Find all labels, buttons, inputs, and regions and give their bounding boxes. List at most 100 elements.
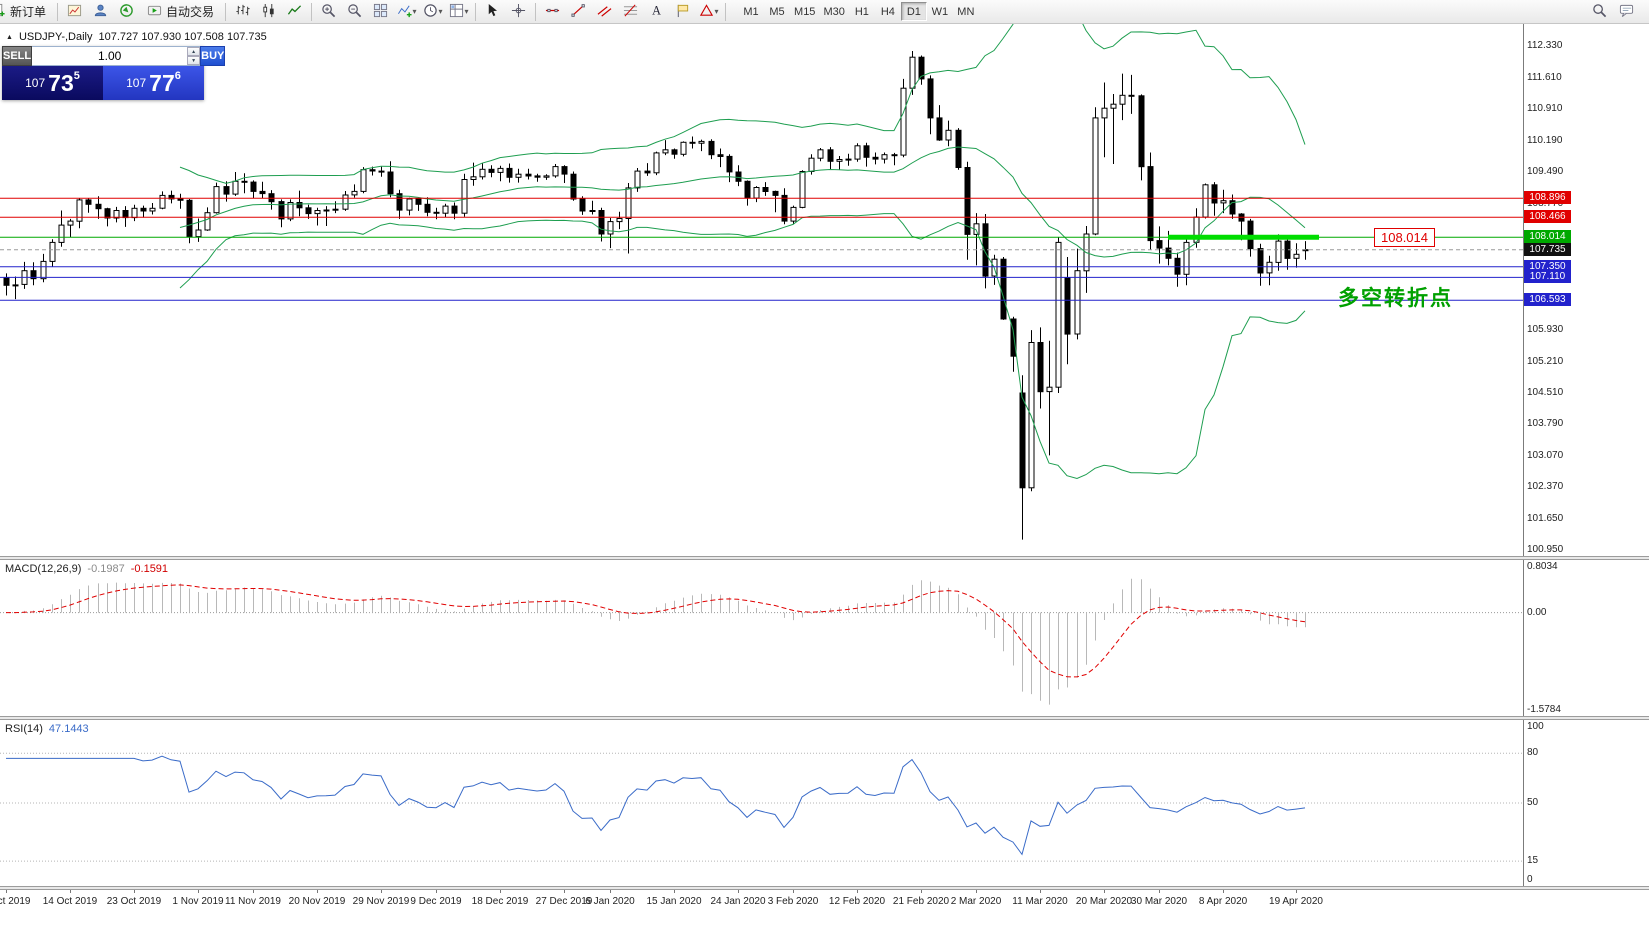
price-axis-tick: 103.790 xyxy=(1527,418,1564,429)
date-tick-mark xyxy=(198,890,199,893)
rsi-name: RSI(14) xyxy=(5,723,43,735)
date-label: 6 Jan 2020 xyxy=(585,896,635,907)
navigator-button[interactable] xyxy=(114,2,139,22)
date-tick-mark xyxy=(317,890,318,893)
date-tick-mark xyxy=(564,890,565,893)
date-label: 24 Jan 2020 xyxy=(710,896,766,907)
price-level-tag[interactable]: 108.014 xyxy=(1374,228,1435,247)
autotrading-button[interactable]: 自动交易 xyxy=(140,2,221,22)
timeframe-H1[interactable]: H1 xyxy=(849,2,875,21)
timeframe-M30[interactable]: M30 xyxy=(819,2,848,21)
price-axis-tick: 0.8034 xyxy=(1527,561,1558,572)
templates-button[interactable]: ▾ xyxy=(446,2,471,22)
toolbar-right-group xyxy=(1587,2,1645,22)
chart-area[interactable]: ▲ USDJPY-,Daily 107.727 107.930 107.508 … xyxy=(0,24,1649,949)
date-label: 11 Mar 2020 xyxy=(1012,896,1068,907)
price-axis-tick: 109.490 xyxy=(1527,166,1564,177)
buy-price-panel[interactable]: 107 77 6 xyxy=(103,66,204,100)
price-axis-tick: -1.5784 xyxy=(1527,704,1561,715)
timeframe-M1[interactable]: M1 xyxy=(738,2,764,21)
volume-down-button[interactable]: ▼ xyxy=(187,56,201,65)
shapes-icon xyxy=(699,3,714,21)
periods-button[interactable]: ▾ xyxy=(420,2,445,22)
horizontal-line-button[interactable] xyxy=(540,2,565,22)
autotrading-label: 自动交易 xyxy=(166,5,215,19)
sell-price-panel[interactable]: 107 73 5 xyxy=(2,66,103,100)
date-label: 14 Oct 2019 xyxy=(42,896,98,907)
templates-icon xyxy=(449,3,464,21)
volume-up-button[interactable]: ▲ xyxy=(187,47,201,56)
macd-name: MACD(12,26,9) xyxy=(5,563,82,575)
macd-indicator-label: MACD(12,26,9) -0.1987 -0.1591 xyxy=(5,563,168,575)
volume-input[interactable] xyxy=(32,47,188,65)
indicators-button[interactable]: ▾ xyxy=(394,2,419,22)
rsi-canvas[interactable] xyxy=(0,720,1523,886)
horizontal-line-icon xyxy=(545,3,560,21)
toolbar-separator xyxy=(311,2,313,21)
date-label: 9 Dec 2019 xyxy=(410,896,462,907)
timeframe-MN[interactable]: MN xyxy=(953,2,979,21)
channel-button[interactable] xyxy=(592,2,617,22)
macd-canvas[interactable] xyxy=(0,560,1523,716)
date-label: 20 Mar 2020 xyxy=(1075,896,1133,907)
timeframe-group: M1 M5 M15 M30 H1 H4 D1 W1 MN xyxy=(738,2,979,21)
zoom-out-button[interactable] xyxy=(342,2,367,22)
indicators-icon xyxy=(397,3,412,21)
date-tick-mark xyxy=(857,890,858,893)
date-tick-mark xyxy=(6,890,7,893)
date-tick-mark xyxy=(738,890,739,893)
turning-point-note[interactable]: 多空转折点 xyxy=(1338,287,1453,310)
chevron-down-icon: ▾ xyxy=(714,7,719,16)
zoom-in-button[interactable] xyxy=(316,2,341,22)
buy-button[interactable]: BUY xyxy=(200,46,226,66)
price-axis-tick: 105.930 xyxy=(1527,324,1564,335)
price-axis-tick: 0 xyxy=(1527,874,1533,885)
price-axis-tick: 103.070 xyxy=(1527,450,1564,461)
main-toolbar: 新订单 自动交易 ▾ ▾ ▾ A ▾ M1 M5 M15 M30 H1 H4 D1 W1 MN xyxy=(0,0,1649,24)
chat-icon xyxy=(1619,3,1634,21)
profiles-button[interactable] xyxy=(88,2,113,22)
sell-button[interactable]: SELL xyxy=(2,46,33,66)
bar-chart-button[interactable] xyxy=(230,2,255,22)
periods-icon xyxy=(423,3,438,21)
date-label: 1 Nov 2019 xyxy=(172,896,224,907)
new-order-button[interactable]: 新订单 xyxy=(0,2,53,22)
search-button[interactable] xyxy=(1587,2,1612,22)
chart-symbol-header: ▲ USDJPY-,Daily 107.727 107.930 107.508 … xyxy=(6,31,267,43)
tile-windows-button[interactable] xyxy=(368,2,393,22)
new-chart-button[interactable] xyxy=(62,2,87,22)
timeframe-M15[interactable]: M15 xyxy=(790,2,819,21)
volume-box: ▲ ▼ xyxy=(32,46,201,66)
fibonacci-button[interactable] xyxy=(618,2,643,22)
date-label: 27 Dec 2019 xyxy=(535,896,593,907)
chevron-down-icon: ▾ xyxy=(412,7,417,16)
pane-splitter[interactable] xyxy=(0,556,1649,560)
one-click-collapse-icon[interactable]: ▲ xyxy=(6,33,13,41)
date-label: 29 Nov 2019 xyxy=(352,896,410,907)
line-chart-button[interactable] xyxy=(282,2,307,22)
shapes-button[interactable]: ▾ xyxy=(696,2,721,22)
trendline-button[interactable] xyxy=(566,2,591,22)
pane-splitter[interactable] xyxy=(0,886,1649,890)
timeframe-W1[interactable]: W1 xyxy=(927,2,953,21)
text-button[interactable]: A xyxy=(644,2,669,22)
timeframe-D1[interactable]: D1 xyxy=(900,2,927,21)
cursor-button[interactable] xyxy=(480,2,505,22)
date-label: 20 Nov 2019 xyxy=(288,896,346,907)
chat-button[interactable] xyxy=(1614,2,1639,22)
timeframe-H4[interactable]: H4 xyxy=(875,2,901,21)
date-label: 3 Oct 2019 xyxy=(0,896,31,907)
date-axis[interactable]: 3 Oct 2019 14 Oct 2019 23 Oct 2019 1 Nov 20… xyxy=(0,890,1649,914)
timeframe-M5[interactable]: M5 xyxy=(764,2,790,21)
pane-splitter[interactable] xyxy=(0,716,1649,720)
date-tick-mark xyxy=(253,890,254,893)
main-chart-canvas[interactable] xyxy=(0,24,1523,556)
rsi-value: 47.1443 xyxy=(48,723,89,735)
chevron-down-icon: ▾ xyxy=(438,7,443,16)
text-label-button[interactable] xyxy=(670,2,695,22)
crosshair-button[interactable] xyxy=(506,2,531,22)
navigator-icon xyxy=(119,3,134,21)
price-axis-tick: 101.650 xyxy=(1527,513,1564,524)
candlestick-chart-button[interactable] xyxy=(256,2,281,22)
search-icon xyxy=(1592,3,1607,21)
